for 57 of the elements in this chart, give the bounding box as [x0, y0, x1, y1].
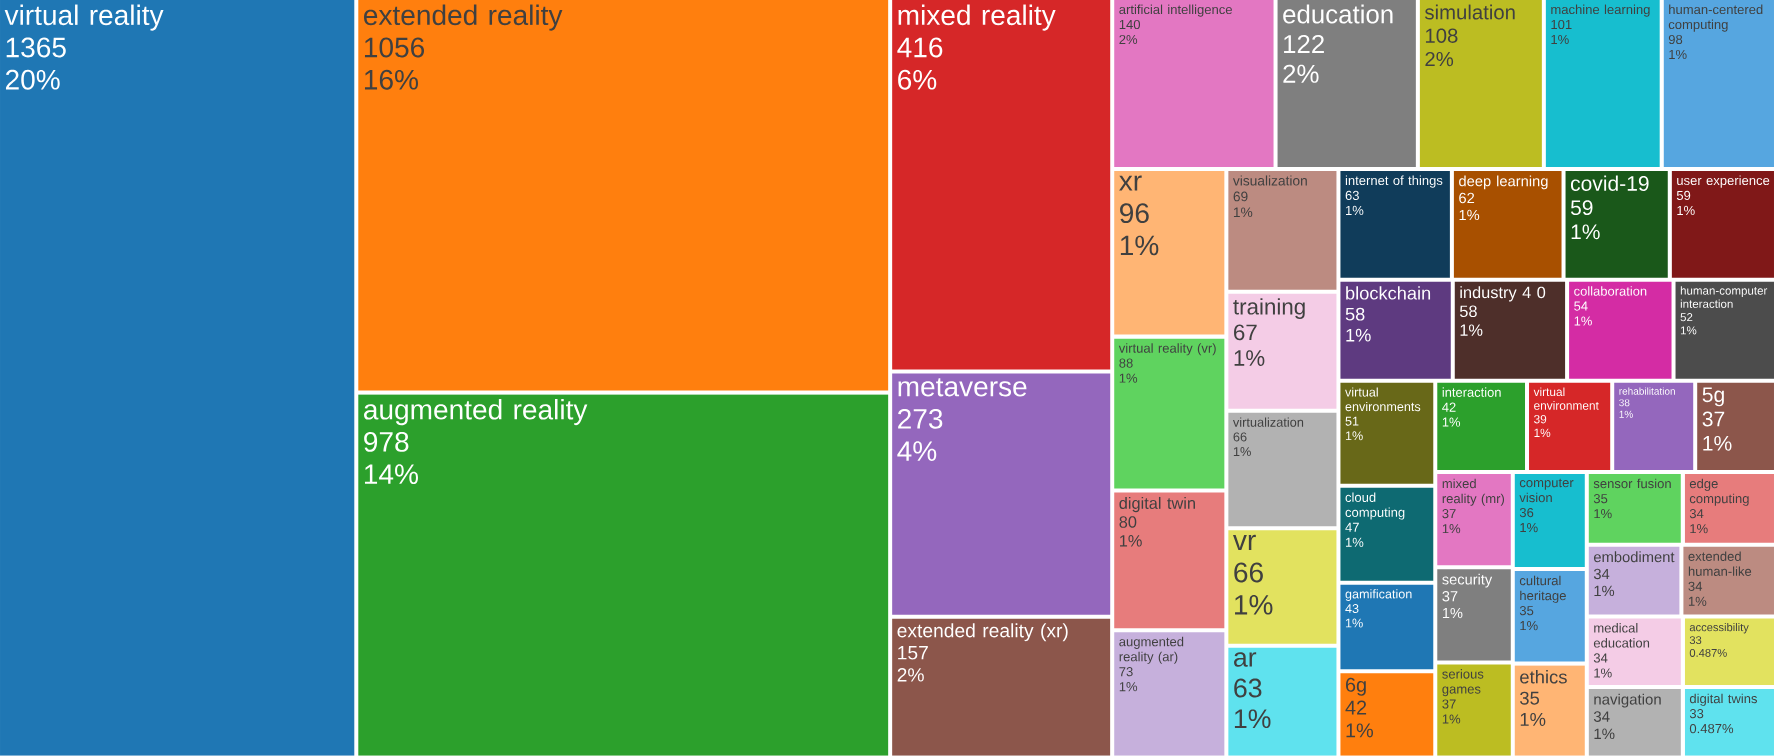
- data-label: 108: [1425, 28, 1458, 44]
- text: 1%: [1234, 350, 1265, 367]
- category-label: 5g: [1702, 387, 1724, 407]
- text: 2%: [897, 668, 924, 682]
- text: 1%: [1120, 235, 1159, 256]
- text: 16%: [364, 69, 418, 90]
- data-label: 416: [897, 37, 943, 58]
- category-label: simulation: [1424, 4, 1515, 20]
- category-label: xr: [1119, 175, 1142, 191]
- data-label: 67: [1234, 324, 1257, 341]
- category-label: 6g: [1346, 677, 1366, 696]
- text: 1%: [1234, 709, 1271, 729]
- text: 1%: [1235, 595, 1273, 615]
- data-label: 58: [1345, 307, 1365, 321]
- category-label: education: [1283, 4, 1393, 24]
- data-label: 63: [1234, 678, 1262, 698]
- data-label: 58: [1459, 305, 1477, 318]
- data-label: 96: [1120, 203, 1149, 224]
- data-label: 42: [1345, 700, 1367, 715]
- data-label: 1365: [6, 37, 66, 58]
- category-label: extended reality: [364, 4, 563, 31]
- category-label: mixed reality: [898, 4, 1056, 31]
- text: 1%: [1120, 535, 1142, 547]
- data-label: 35: [1520, 691, 1540, 705]
- category-label: covid-19: [1570, 175, 1649, 192]
- text: 1%: [1571, 224, 1600, 240]
- category-label: training: [1233, 298, 1305, 320]
- category-label: augmented reality: [364, 399, 588, 426]
- category-label: virtual reality: [4, 4, 164, 31]
- category-label: metaverse: [898, 378, 1027, 397]
- category-label: blockchain: [1346, 286, 1431, 300]
- text: 14%: [364, 464, 418, 485]
- data-label: 273: [898, 409, 943, 429]
- data-label: 978: [364, 432, 409, 453]
- text: 1%: [1703, 436, 1732, 451]
- data-label: 80: [1119, 516, 1137, 528]
- data-label: 157: [898, 646, 928, 660]
- category-label: ar: [1234, 652, 1257, 667]
- text: 1%: [1346, 723, 1374, 738]
- category-label: extended reality (xr): [897, 623, 1068, 642]
- text: 1%: [1460, 324, 1483, 337]
- data-label: 37: [1702, 411, 1725, 427]
- text: 1%: [1346, 328, 1371, 342]
- text: 1%: [1520, 713, 1546, 727]
- category-label: industry 4 0: [1460, 286, 1546, 302]
- data-label: 59: [1570, 200, 1593, 216]
- data-label: 1056: [364, 37, 425, 58]
- text: 4%: [897, 441, 937, 462]
- category-label: ethics: [1520, 670, 1567, 684]
- data-label: 122: [1284, 35, 1324, 54]
- category-label: digital twin: [1119, 497, 1195, 513]
- text: 6%: [898, 69, 937, 90]
- data-label: 66: [1234, 562, 1263, 583]
- category-label: vr: [1232, 534, 1256, 551]
- text: 2%: [1425, 52, 1454, 67]
- text: 20%: [5, 69, 60, 90]
- text: 2%: [1283, 64, 1319, 84]
